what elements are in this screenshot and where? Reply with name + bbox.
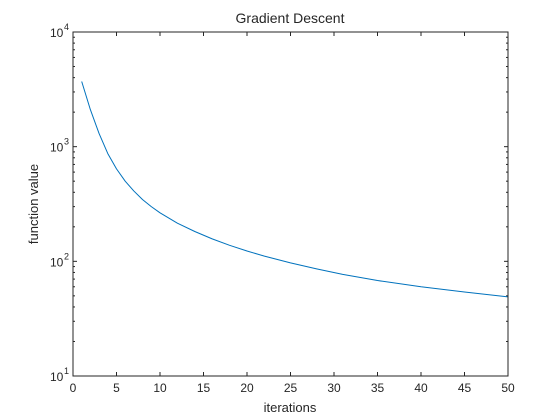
x-tick-label: 50 [501,381,515,395]
x-tick-label: 40 [414,381,428,395]
y-tick-label: 10 3 [50,137,69,155]
series-layer [81,81,509,298]
axes-frame [72,31,509,377]
y-tick-label: 10 1 [50,366,69,384]
x-tick-label: 10 [153,381,167,395]
y-tick-base: 10 [50,26,64,40]
y-tick-exponent: 1 [64,366,69,376]
y-tick-exponent: 4 [64,22,69,32]
y-tick-label: 10 2 [50,251,69,269]
x-tick-label: 0 [70,381,77,395]
x-tick-label: 5 [113,381,120,395]
x-tick-label: 25 [284,381,298,395]
y-tick-exponent: 2 [64,251,69,261]
y-tick-base: 10 [50,370,64,384]
y-tick-label: 10 4 [50,22,69,40]
series-line [81,81,509,298]
x-tick-label: 35 [371,381,385,395]
plot-area [73,32,508,376]
x-axis-label: iterations [264,400,317,415]
x-tick-label: 20 [240,381,254,395]
y-tick-exponent: 3 [64,137,69,147]
x-tick-label: 45 [458,381,472,395]
y-axis-label: function value [26,164,41,244]
y-tick-base: 10 [50,255,64,269]
x-tick-label: 30 [327,381,341,395]
x-tick-label: 15 [197,381,211,395]
chart-title: Gradient Descent [236,10,345,26]
y-tick-base: 10 [50,141,64,155]
